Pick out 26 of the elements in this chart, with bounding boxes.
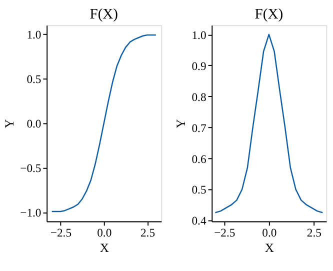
x-tick-label: 0.0 bbox=[97, 226, 112, 240]
y-tick-label: 0.4 bbox=[192, 214, 206, 228]
y-tick-label: 0.0 bbox=[26, 118, 42, 131]
x-tick-label: 2.5 bbox=[140, 226, 156, 240]
y-tick-label: −1.0 bbox=[20, 206, 42, 220]
x-tick-label: −2.5 bbox=[50, 226, 72, 240]
y-tick-label: 0.6 bbox=[192, 152, 206, 166]
x-tick-label: 0.0 bbox=[262, 226, 277, 240]
y-tick-label: 0.8 bbox=[192, 90, 206, 104]
x-tick-label: 2.5 bbox=[306, 226, 322, 240]
x-axis-title: X bbox=[100, 240, 109, 255]
y-tick-label: 1.0 bbox=[26, 28, 42, 42]
chart-title: F(X) bbox=[254, 6, 284, 22]
x-axis-title: X bbox=[264, 240, 274, 255]
y-tick-label: −0.5 bbox=[20, 162, 42, 176]
y-axis-title: Y bbox=[2, 119, 16, 128]
y-axis-title: Y bbox=[174, 119, 188, 128]
line-series bbox=[51, 34, 157, 212]
y-tick-label: 1.0 bbox=[192, 28, 206, 42]
chart-title: F(X) bbox=[90, 6, 118, 22]
y-tick-label: 0.7 bbox=[192, 122, 206, 135]
y-tick-label: 0.5 bbox=[26, 73, 42, 86]
line-series bbox=[214, 34, 324, 214]
y-tick-label: 0.5 bbox=[192, 184, 206, 197]
y-tick-label: 0.9 bbox=[192, 60, 206, 73]
x-tick-label: −2.5 bbox=[214, 226, 236, 240]
